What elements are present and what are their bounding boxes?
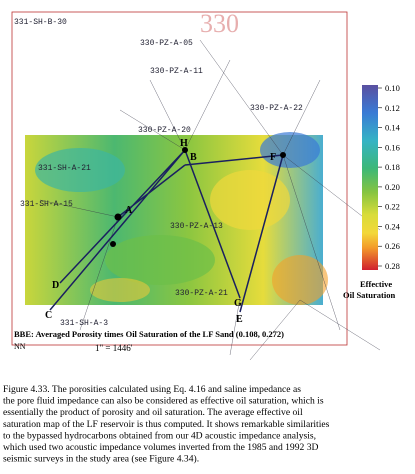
caption-line: which used two acoustic impedance volume… [3, 442, 319, 453]
north-label: NN [14, 342, 26, 351]
colorbar-tick-label: 0.28 [385, 261, 400, 271]
map: 330 [11, 9, 381, 361]
colorbar [362, 85, 378, 270]
well-label: 330-PZ-A-05 [140, 39, 193, 48]
point-label: B [190, 152, 197, 163]
colorbar-tick-label: 0.26 [385, 241, 400, 251]
colorbar-tick-label: 0.12 [385, 103, 400, 113]
point-label: D [52, 280, 59, 291]
scale-label: 1" = 1446' [95, 343, 133, 353]
well-label: 330-PZ-A-21 [175, 289, 228, 298]
watermark: 330 [200, 9, 239, 38]
well-label: 331-SH-A-3 [60, 319, 108, 328]
caption-line: to the bypassed hydrocarbons obtained fr… [3, 430, 316, 441]
well-label: 331-SH-A-15 [20, 200, 73, 209]
colorbar-tick-label: 0.10 [385, 83, 400, 93]
point-label: E [236, 314, 243, 325]
point-label: F [270, 152, 276, 163]
colorbar-tick-label: 0.20 [385, 182, 400, 192]
caption-line: Figure 4.33. The porosities calculated u… [3, 384, 301, 395]
caption-line: essentially the product of porosity and … [3, 407, 303, 418]
caption-line: saturation map of the LF reservoir is th… [3, 419, 330, 430]
colorbar-tick-label: 0.14 [385, 123, 401, 133]
colorbar-title: Effective [360, 279, 392, 289]
point-label: A [125, 205, 133, 216]
caption-line: the pore fluid impedance can also be con… [3, 396, 324, 407]
well-label: 330-PZ-A-11 [150, 67, 203, 76]
colorbar-tick-label: 0.24 [385, 221, 401, 231]
colorbar-tick-label: 0.18 [385, 162, 400, 172]
well-label: 330-PZ-A-13 [170, 222, 223, 231]
well-label: 331-SH-A-21 [38, 164, 91, 173]
well-label: 330-PZ-A-20 [138, 126, 191, 135]
point-label: G [234, 298, 242, 309]
colorbar-title: Oil Saturation [343, 290, 395, 300]
colorbar-tick-label: 0.16 [385, 142, 400, 152]
well-label: 331-SH-B-30 [14, 18, 67, 27]
map-note: BBE: Averaged Porosity times Oil Saturat… [14, 329, 284, 339]
point-label: C [45, 310, 52, 321]
colorbar-tick-label: 0.22 [385, 202, 400, 212]
well-label: 330-PZ-A-22 [250, 104, 303, 113]
point-label: H [180, 138, 188, 149]
caption-line: seismic surveys in the study area (see F… [3, 454, 199, 465]
